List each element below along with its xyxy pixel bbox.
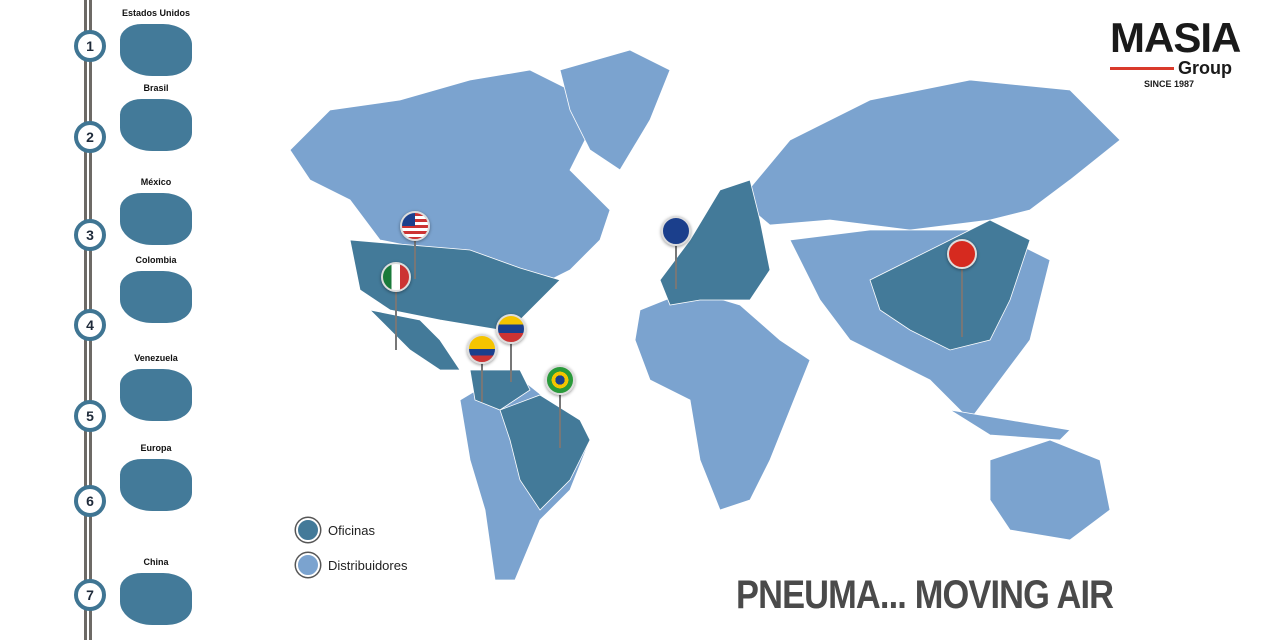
masia-logo: MASIA Group SINCE 1987	[1110, 14, 1250, 89]
country-silhouette	[120, 573, 192, 625]
step-number: 4	[74, 309, 106, 341]
step-number: 2	[74, 121, 106, 153]
venezuela-flag-pin[interactable]	[496, 314, 526, 344]
africa-region	[634, 289, 811, 511]
pin-stick	[395, 290, 397, 350]
mexico-flag-pin[interactable]	[381, 262, 411, 292]
logo-since: SINCE 1987	[1144, 79, 1195, 89]
country-label: Brasil	[143, 83, 169, 93]
country-silhouette	[120, 99, 192, 151]
north-america-region	[289, 69, 611, 286]
step-number: 3	[74, 219, 106, 251]
country-silhouette	[120, 271, 192, 323]
country-silhouette	[120, 24, 192, 76]
step-number: 6	[74, 485, 106, 517]
country-silhouette	[120, 193, 192, 245]
country-silhouette	[120, 459, 192, 511]
pin-stick	[414, 239, 416, 279]
country-label: Venezuela	[134, 353, 178, 363]
country-label: México	[140, 177, 172, 187]
pin-stick	[510, 342, 512, 382]
logo-bar	[1110, 67, 1174, 70]
brazil-flag-pin[interactable]	[545, 365, 575, 395]
russia-region	[739, 79, 1121, 231]
usa-flag-pin[interactable]	[400, 211, 430, 241]
distributors-swatch	[296, 553, 320, 577]
offices-label: Oficinas	[328, 522, 375, 538]
china-region	[869, 219, 1031, 351]
pin-stick	[675, 244, 677, 289]
mexico-region	[368, 309, 461, 371]
distributors-label: Distribuidores	[328, 557, 408, 573]
legend-offices: Oficinas	[296, 518, 375, 542]
step-number: 5	[74, 400, 106, 432]
offices-swatch	[296, 518, 320, 542]
pin-stick	[481, 362, 483, 402]
country-label: Estados Unidos	[121, 8, 190, 18]
world-map	[289, 49, 1121, 581]
pin-stick	[559, 393, 561, 448]
eu-flag-pin[interactable]	[661, 216, 691, 246]
australia-region	[989, 439, 1111, 541]
pin-stick	[961, 267, 963, 337]
step-number: 7	[74, 579, 106, 611]
colombia-flag-pin[interactable]	[467, 334, 497, 364]
europe-region	[659, 179, 771, 306]
china-flag-pin[interactable]	[947, 239, 977, 269]
indonesia-region	[949, 409, 1071, 441]
country-label: Europa	[140, 443, 172, 453]
country-silhouette	[120, 369, 192, 421]
step-number: 1	[74, 30, 106, 62]
brazil-region	[499, 394, 591, 511]
country-label: Colombia	[135, 255, 177, 265]
logo-name: MASIA	[1110, 14, 1241, 61]
greenland-region	[559, 49, 671, 171]
slogan: PNEUMA... MOVING AIR	[736, 573, 1114, 617]
logo-sub: Group	[1178, 58, 1232, 78]
legend-distributors: Distribuidores	[296, 553, 407, 577]
country-label: China	[143, 557, 169, 567]
